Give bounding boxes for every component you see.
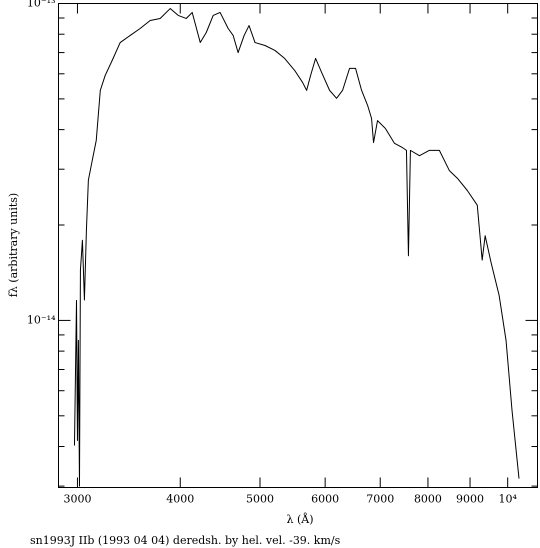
chart-title: sn1993J IIb (1993 04 04) deredsh. by hel… bbox=[30, 534, 341, 547]
x-tick-label: 9000 bbox=[456, 493, 484, 506]
y-axis-label: fλ (arbitrary units) bbox=[7, 193, 20, 297]
x-axis-label: λ (Å) bbox=[287, 512, 314, 526]
x-tick-label: 5000 bbox=[246, 493, 274, 506]
y-tick-label: 10⁻¹⁴ bbox=[27, 313, 56, 326]
x-tick-label: 3000 bbox=[63, 493, 91, 506]
plot-frame bbox=[58, 3, 538, 488]
y-tick-label: 10⁻¹³ bbox=[27, 0, 56, 10]
spectrum-line bbox=[73, 8, 520, 487]
x-tick-label: 10⁴ bbox=[498, 493, 517, 506]
x-tick-label: 6000 bbox=[311, 493, 339, 506]
x-tick-label: 7000 bbox=[366, 493, 394, 506]
x-tick-label: 8000 bbox=[414, 493, 442, 506]
x-tick-label: 4000 bbox=[166, 493, 194, 506]
